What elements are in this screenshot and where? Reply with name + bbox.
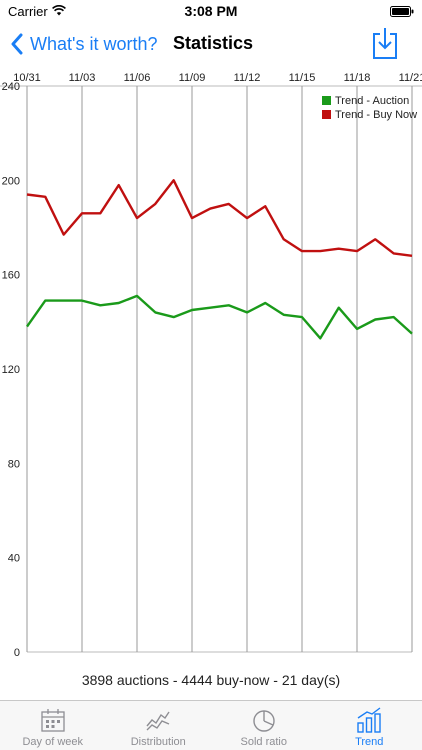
tab-label: Sold ratio	[240, 736, 287, 748]
status-time: 3:08 PM	[184, 3, 238, 19]
x-tick-label: 11/15	[289, 72, 316, 84]
back-button[interactable]: What's it worth?	[10, 30, 157, 58]
chevron-left-icon	[11, 33, 23, 55]
y-tick-label: 0	[14, 647, 20, 659]
carrier-label: Carrier	[8, 4, 48, 19]
battery-icon	[390, 6, 414, 17]
summary-text: 3898 auctions - 4444 buy-now - 21 day(s)	[81, 672, 341, 688]
back-button-label: What's it worth?	[30, 33, 158, 54]
series-line-auction	[26, 294, 413, 340]
tab-label: Day of week	[22, 736, 84, 748]
x-tick-label: 11/18	[344, 72, 371, 84]
x-tick-label: 11/21	[399, 72, 422, 84]
x-tick-label: 11/09	[179, 72, 206, 84]
x-tick-label: 11/06	[124, 72, 151, 84]
tab-bar: Day of week Distribution Sold ratio Tren…	[0, 700, 422, 750]
y-tick-label: 80	[8, 458, 20, 470]
trend-chart-svg: 10/31 11/03 11/06 11/09 11/12 11/15 11/18 11/21…	[0, 72, 422, 659]
x-tick-label: 11/12	[234, 72, 261, 84]
tab-trend[interactable]: Trend	[317, 701, 422, 750]
tab-distribution[interactable]: Distribution	[106, 701, 212, 750]
download-icon[interactable]	[372, 26, 398, 60]
y-tick-label: 200	[2, 175, 20, 187]
trend-icon	[357, 707, 381, 733]
legend-label: Trend - Auction	[335, 95, 409, 107]
y-tick-label: 160	[2, 270, 20, 282]
tab-label: Distribution	[130, 736, 186, 748]
trend-chart: 10/31 11/03 11/06 11/09 11/12 11/15 11/18 11/21…	[0, 66, 422, 666]
tab-sold-ratio[interactable]: Sold ratio	[211, 701, 317, 750]
legend-swatch	[322, 110, 331, 119]
navigation-bar: What's it worth? Statistics	[0, 22, 422, 66]
series-line-buy-now	[26, 179, 413, 257]
calendar-icon	[41, 709, 65, 732]
tab-label: Trend	[355, 736, 384, 748]
tab-day-of-week[interactable]: Day of week	[0, 701, 106, 750]
legend-label: Trend - Buy Now	[335, 109, 417, 121]
wifi-icon	[52, 5, 66, 16]
pie-icon	[253, 710, 275, 732]
y-tick-label: 240	[2, 81, 20, 93]
legend-swatch	[322, 96, 331, 105]
x-tick-label: 10/31	[13, 72, 41, 84]
x-tick-label: 11/03	[69, 72, 96, 84]
distribution-icon	[146, 711, 170, 731]
y-tick-label: 120	[2, 364, 20, 376]
status-bar: Carrier 3:08 PM	[0, 0, 422, 22]
page-title: Statistics	[173, 33, 254, 53]
y-tick-label: 40	[8, 553, 20, 565]
